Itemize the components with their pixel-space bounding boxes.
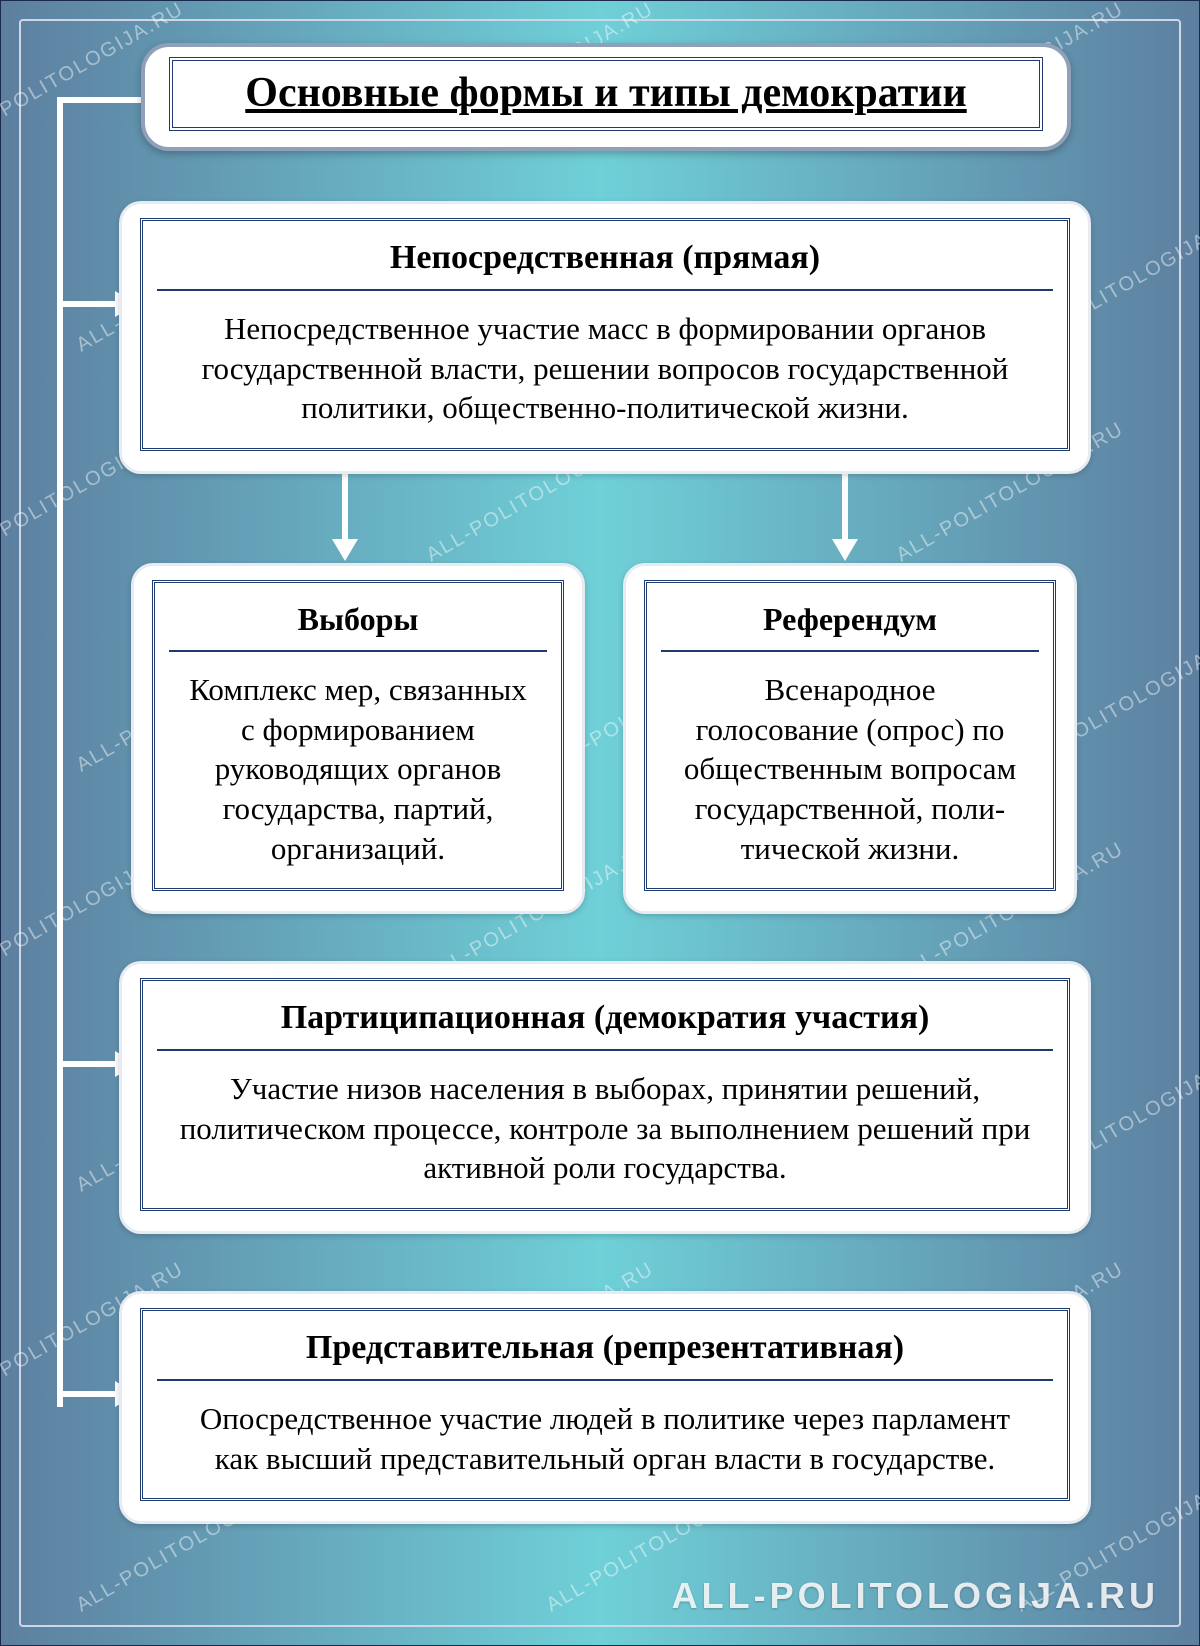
connector-line (842, 463, 848, 541)
card-referendum-heading: Референдум (663, 593, 1037, 650)
connector-line (57, 1061, 117, 1067)
diagram-title: Основные формы и типы демократии (199, 69, 1013, 117)
card-participatory-body: Участие низов населения в выборах, приня… (159, 1051, 1051, 1194)
card-direct-inner: Непосредственная (прямая) Непосредственн… (140, 218, 1070, 451)
card-elections: Выборы Комплекс мер, связанных с формиро… (131, 563, 585, 914)
card-referendum-inner: Референдум Всенародное голосование (опро… (644, 580, 1056, 891)
connector-line (57, 1391, 117, 1397)
arrowhead-down-icon (332, 539, 358, 561)
connector-line (57, 301, 117, 307)
connector-line (57, 97, 141, 103)
card-referendum-body: Всенародное голосование (опрос) по общес… (663, 652, 1037, 874)
footer-watermark: ALL-POLITOLOGIJA.RU (672, 1575, 1159, 1617)
title-inner-border: Основные формы и типы демократии (169, 57, 1043, 131)
diagram-canvas: ALL-POLITOLOGIJA.RUALL-POLITOLOGIJA.RUAL… (0, 0, 1200, 1646)
card-participatory: Партиципационная (демократия участия) Уч… (119, 961, 1091, 1234)
card-elections-body: Комплекс мер, связанных с формированием … (171, 652, 545, 874)
card-direct-body: Непосредственное участие масс в формиров… (159, 291, 1051, 434)
card-elections-heading: Выборы (171, 593, 545, 650)
card-representative-heading: Представительная (репрезентативная) (159, 1321, 1051, 1379)
card-direct-heading: Непосредственная (прямая) (159, 231, 1051, 289)
card-participatory-inner: Партиципационная (демократия участия) Уч… (140, 978, 1070, 1211)
card-direct: Непосредственная (прямая) Непосредственн… (119, 201, 1091, 474)
card-elections-inner: Выборы Комплекс мер, связанных с формиро… (152, 580, 564, 891)
card-representative: Представительная (репрезентативная) Опос… (119, 1291, 1091, 1524)
connector-line (342, 463, 348, 541)
card-representative-body: Опосредственное участие людей в политике… (159, 1381, 1051, 1484)
arrowhead-down-icon (832, 539, 858, 561)
card-representative-inner: Представительная (репрезентативная) Опос… (140, 1308, 1070, 1501)
title-card: Основные формы и типы демократии (141, 43, 1071, 151)
card-referendum: Референдум Всенародное голосование (опро… (623, 563, 1077, 914)
card-participatory-heading: Партиципационная (демократия участия) (159, 991, 1051, 1049)
connector-line (57, 97, 63, 1407)
